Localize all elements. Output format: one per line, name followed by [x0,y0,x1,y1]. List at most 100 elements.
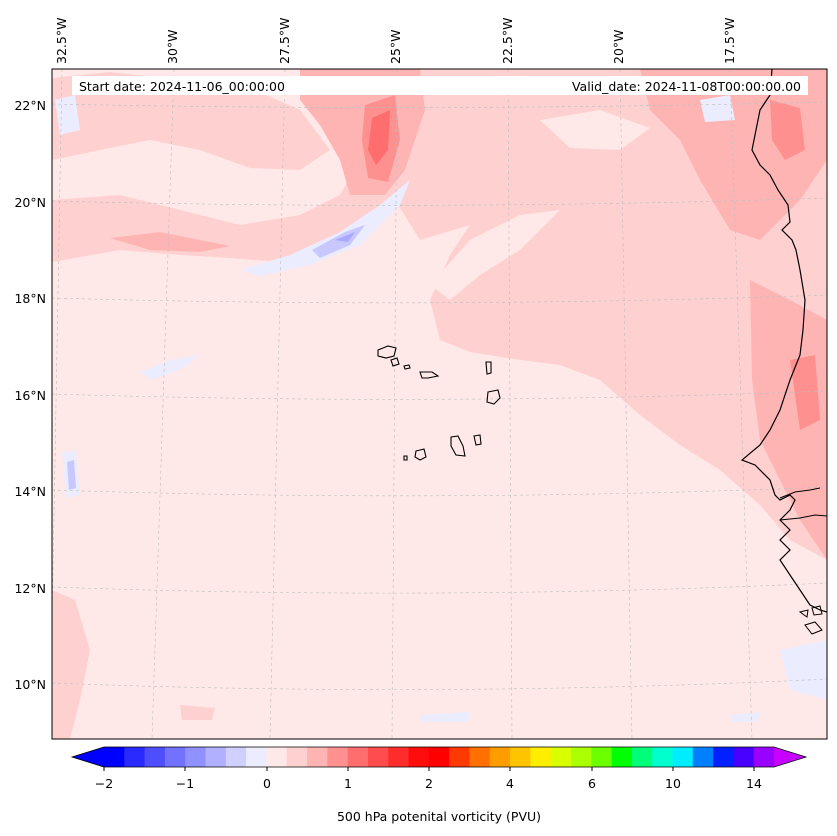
island-sal [485,361,492,375]
colorbar-tick-labels: −2 −1 0 1 2 4 6 10 14 [95,776,762,791]
island-sao-vicente [390,357,400,367]
colorbar-cell [449,747,470,767]
colorbar-cell [510,747,531,767]
pv-contour-light-pink-northwest [52,72,330,170]
gambia-river-outline [779,487,821,499]
pv-contour-hole-2 [540,110,650,150]
island-maio [473,434,482,446]
map-frame [51,68,828,740]
graticule [52,69,827,739]
colorbar-title: 500 hPa potenital vorticity (PVU) [337,809,541,824]
start-date-label: Start date: 2024-11-06_00:00:00 [79,79,285,94]
pv-contour-blue-south-2 [730,712,760,722]
lat-label-14n: 14°N [14,484,46,499]
pv-contour-blue-west-coast-core [67,460,76,490]
colorbar-tick-label-6: 6 [588,776,596,791]
pv-contour-blue-northeast [700,95,735,122]
colorbar-tick-label-4: 4 [506,776,514,791]
lon-label-22-5w: 22.5°W [500,18,515,64]
gridline-lon-17-5w [729,69,753,739]
gridline-lat-22n [52,101,827,108]
pv-contour-light-pink-band [52,150,395,262]
colorbar-cell [185,747,207,767]
gridline-lat-16n [52,390,827,400]
colorbar-cell [753,747,775,767]
colorbar-cell [246,747,267,767]
colorbar-cell [144,747,166,767]
colorbar-cell [489,747,511,767]
gridline-lon-25w [391,69,398,739]
pv-contour-blue-southeast [780,640,827,700]
pv-contour-blue-core-deep [335,232,355,242]
colorbar-tick-label-1: 1 [344,776,352,791]
pv-contour-light-pink-south [180,705,215,720]
gridline-lat-10n [52,678,827,690]
colorbar-cell [225,747,247,767]
colorbar-cells [104,747,775,767]
colorbar-cell [428,747,450,767]
lat-label-18n: 18°N [14,291,46,306]
colorbar-cell [307,747,328,767]
bissagos-islands [798,605,823,635]
colorbar-tick-label-10: 10 [665,776,681,791]
latitude-labels: 22°N 20°N 18°N 16°N 14°N 12°N 10°N [14,98,46,692]
longitude-labels: 32.5°W 30°W 27.5°W 25°W 22.5°W 20°W 17.5… [54,18,737,64]
colorbar-cell [205,747,227,767]
pv-contour-blue-south-1 [420,712,470,722]
colorbar-tick-label-14: 14 [746,776,762,791]
colorbar-cell [631,747,653,767]
lon-label-27-5w: 27.5°W [277,18,292,64]
colorbar-cell [672,747,694,767]
coast-inlet [779,514,827,521]
colorbar-tick-label-m1: −1 [176,776,194,791]
colorbar-cell [266,747,288,767]
colorbar-tick-label-m2: −2 [95,776,113,791]
gridline-lon-22-5w [507,69,513,739]
colorbar-cell [733,747,755,767]
colorbar-cell [347,747,369,767]
colorbar-cell [124,747,146,767]
pv-contour-mid-pink-west-band [110,232,230,252]
colorbar-cell [570,747,592,767]
island-boa-vista [486,389,501,405]
pv-contour-light-pink-southwest [52,590,90,739]
colorbar: −2 −1 0 1 2 4 6 10 14 500 hPa potenital … [70,746,808,824]
lat-label-20n: 20°N [14,195,46,210]
island-santa-luzia [403,364,411,370]
pv-contour-blue-west [140,355,200,380]
lat-label-16n: 16°N [14,388,46,403]
date-banner-background [72,76,808,95]
gridline-lon-30w [151,69,175,739]
colorbar-cell [611,747,633,767]
colorbar-cell [327,747,349,767]
colorbar-cell [388,747,410,767]
lat-label-12n: 12°N [14,581,46,596]
lon-label-20w: 20°W [611,29,626,64]
cape-verde-islands [377,345,501,461]
colorbar-cell [469,747,491,767]
island-fogo [414,448,427,461]
colorbar-cell [164,747,186,767]
gridline-lon-27-5w [269,69,286,739]
colorbar-cell [408,747,430,767]
lon-label-17-5w: 17.5°W [722,18,737,64]
valid-date-label: Valid_date: 2024-11-08T00:00:00.00 [572,79,801,94]
colorbar-cell [104,747,125,767]
colorbar-cell [713,747,734,767]
colorbar-over-arrow [774,747,806,767]
colorbar-under-arrow [72,747,104,767]
gridline-lat-14n [52,486,827,497]
gridline-lat-12n [52,582,827,594]
african-coastline [740,69,827,613]
island-sao-nicolau [419,371,440,379]
lon-label-25w: 25°W [388,29,403,64]
colorbar-cell [286,747,308,767]
pv-contour-red-coast-north [770,100,805,160]
colorbar-cell [692,747,714,767]
lat-label-10n: 10°N [14,677,46,692]
colorbar-cell [652,747,673,767]
pv-contour-blue-ribbon [240,180,410,276]
colorbar-cell [591,747,613,767]
island-brava [403,455,408,461]
pv-contour-blue-core [312,225,365,258]
